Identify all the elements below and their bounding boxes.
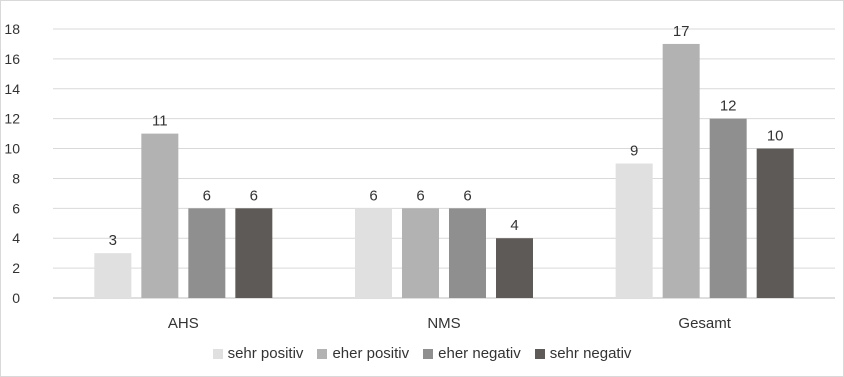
- y-tick-label: 4: [12, 230, 20, 246]
- legend-item: eher negativ: [423, 345, 521, 362]
- bar: [188, 208, 226, 298]
- data-label: 4: [510, 217, 518, 234]
- data-label: 6: [463, 187, 471, 204]
- legend-item: sehr negativ: [534, 345, 632, 362]
- category-label: Gesamt: [678, 315, 731, 332]
- bar: [449, 208, 486, 298]
- bar: [662, 43, 700, 298]
- y-tick-label: 18: [4, 21, 20, 37]
- bar: [94, 253, 132, 298]
- y-tick-label: 16: [4, 51, 20, 67]
- bars: [94, 43, 794, 299]
- y-tick-label: 14: [4, 81, 20, 97]
- y-tick-label: 2: [12, 260, 20, 276]
- y-tick-label: 0: [12, 290, 20, 306]
- bar: [496, 238, 533, 298]
- data-label: 6: [369, 187, 377, 204]
- data-label: 11: [152, 113, 168, 130]
- y-tick-label: 8: [12, 170, 20, 186]
- y-axis-ticks: 0 2 4 6 8 10 12 14 16 18: [4, 21, 20, 306]
- y-tick-label: 10: [4, 141, 20, 157]
- y-tick-label: 6: [12, 200, 20, 216]
- legend-swatch: [212, 348, 223, 359]
- data-label: 17: [673, 23, 690, 40]
- bar: [402, 208, 439, 298]
- data-label: 12: [720, 98, 737, 115]
- data-labels: 3 11 6 6 6 6 6 4 9 17 12 10: [109, 23, 784, 249]
- data-label: 10: [767, 128, 784, 145]
- legend-label: sehr positiv: [227, 345, 304, 362]
- x-axis-categories: AHS NMS Gesamt: [168, 315, 732, 332]
- legend-swatch: [534, 348, 545, 359]
- gridlines: [53, 28, 835, 299]
- data-label: 3: [109, 232, 117, 249]
- legend-swatch: [423, 348, 434, 359]
- legend-label: sehr negativ: [549, 345, 632, 362]
- category-label: NMS: [427, 315, 460, 332]
- data-label: 6: [250, 187, 258, 204]
- bar: [709, 118, 747, 299]
- bar: [141, 133, 179, 298]
- data-label: 6: [416, 187, 424, 204]
- data-label: 6: [203, 187, 211, 204]
- legend-label: eher negativ: [438, 345, 521, 362]
- category-label: AHS: [168, 315, 199, 332]
- bar: [615, 163, 653, 298]
- bar: [235, 208, 273, 298]
- legend-item: eher positiv: [317, 345, 409, 362]
- y-tick-label: 12: [4, 111, 20, 127]
- bar: [355, 208, 392, 298]
- data-label: 9: [630, 143, 638, 160]
- legend: sehr positiv eher positiv eher negativ sehr…: [0, 345, 844, 362]
- legend-item: sehr positiv: [212, 345, 304, 362]
- legend-swatch: [317, 348, 328, 359]
- legend-label: eher positiv: [332, 345, 410, 362]
- bar: [756, 148, 794, 298]
